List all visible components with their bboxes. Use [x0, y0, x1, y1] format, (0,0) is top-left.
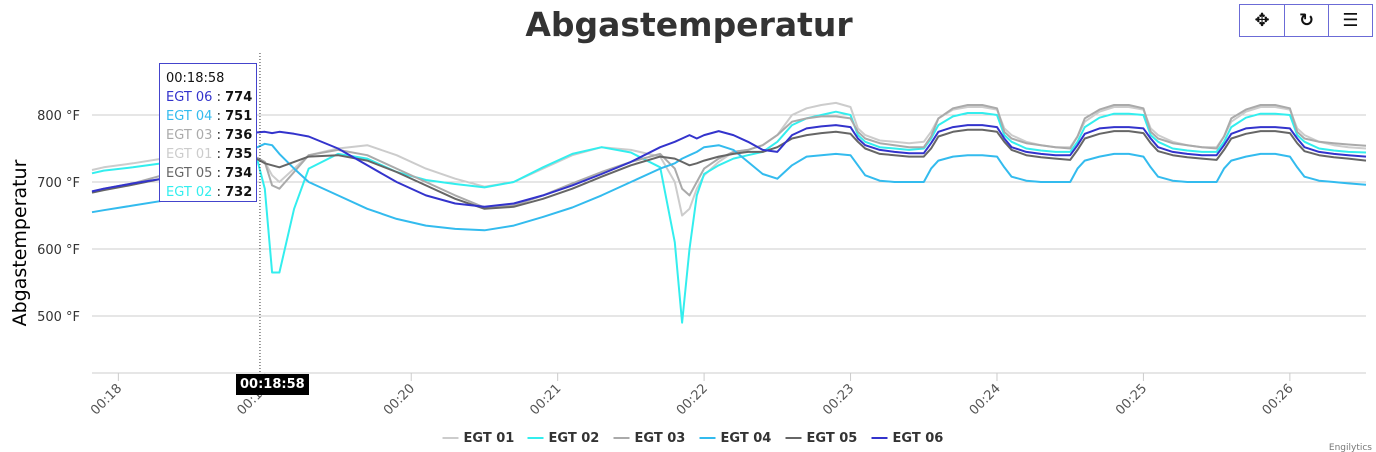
tooltip-row: EGT 04 : 751	[166, 107, 256, 126]
x-tick-label: 00:23	[820, 381, 857, 418]
series-line[interactable]	[91, 124, 1367, 208]
menu-button[interactable]: ☰	[1328, 5, 1372, 36]
legend-item[interactable]: EGT 01	[442, 431, 515, 446]
chart-toolbar: ✥ ↻ ☰	[1239, 4, 1373, 37]
hamburger-menu-icon: ☰	[1342, 10, 1359, 31]
tooltip-row: EGT 03 : 736	[166, 126, 256, 145]
tooltip-series-name: EGT 05	[166, 166, 213, 181]
tooltip-separator: :	[212, 109, 226, 124]
x-tick-label: 00:25	[1113, 381, 1150, 418]
legend-label: EGT 02	[549, 431, 600, 446]
y-tick-label: 800 °F	[37, 109, 80, 124]
x-tick-label: 00:20	[381, 381, 418, 418]
reset-zoom-button[interactable]: ↻	[1284, 5, 1328, 36]
legend-label: EGT 01	[464, 431, 515, 446]
rotate-icon: ↻	[1298, 10, 1315, 31]
legend-item[interactable]: EGT 06	[871, 431, 944, 446]
series-lines[interactable]	[91, 101, 1367, 324]
series-line[interactable]	[91, 142, 1367, 232]
tooltip-series-name: EGT 02	[166, 185, 213, 200]
tooltip: 00:18:58 EGT 06 : 774 EGT 04 : 751 EGT 03 …	[159, 63, 257, 202]
x-tick-label: 00:21	[527, 381, 564, 418]
legend[interactable]: EGT 01 EGT 02 EGT 03 EGT 04 EGT 05 EGT 06	[442, 431, 944, 446]
series-line[interactable]	[91, 101, 1367, 217]
credits[interactable]: Engilytics	[1329, 443, 1372, 452]
tooltip-series-name: EGT 06	[166, 90, 213, 105]
tooltip-row: EGT 06 : 774	[166, 88, 256, 107]
y-axis-ticks: 500 °F 600 °F 700 °F 800 °F	[37, 109, 80, 325]
legend-label: EGT 03	[635, 431, 686, 446]
legend-item[interactable]: EGT 05	[785, 431, 858, 446]
tooltip-value: 774	[225, 90, 253, 105]
tooltip-separator: :	[212, 147, 226, 162]
tooltip-value: 751	[225, 109, 253, 124]
y-tick-label: 600 °F	[37, 243, 80, 258]
tooltip-value: 734	[225, 166, 253, 181]
y-axis-title: Abgastemperatur	[9, 159, 31, 326]
tooltip-series-name: EGT 04	[166, 109, 213, 124]
legend-item[interactable]: EGT 02	[527, 431, 600, 446]
tooltip-separator: :	[212, 90, 226, 105]
tooltip-separator: :	[212, 166, 226, 181]
legend-label: EGT 04	[721, 431, 772, 446]
legend-label: EGT 05	[807, 431, 858, 446]
crosshair-time-label: 00:18:58	[236, 374, 309, 395]
tooltip-value: 732	[225, 185, 253, 200]
pan-button[interactable]: ✥	[1240, 5, 1284, 36]
tooltip-separator: :	[212, 185, 226, 200]
x-tick-label: 00:24	[967, 381, 1004, 418]
tooltip-series-name: EGT 03	[166, 128, 213, 143]
tooltip-time: 00:18:58	[166, 71, 225, 86]
tooltip-value: 735	[225, 147, 253, 162]
y-tick-label: 500 °F	[37, 310, 80, 325]
legend-item[interactable]: EGT 04	[699, 431, 772, 446]
x-tick-label: 00:18	[88, 381, 125, 418]
series-line[interactable]	[91, 104, 1367, 209]
tooltip-rows: EGT 06 : 774 EGT 04 : 751 EGT 03 : 736 EGT …	[166, 88, 256, 202]
tooltip-row: EGT 05 : 734	[166, 164, 256, 183]
legend-item[interactable]: EGT 03	[613, 431, 686, 446]
tooltip-separator: :	[212, 128, 226, 143]
legend-label: EGT 06	[893, 431, 944, 446]
x-tick-label: 00:26	[1260, 381, 1297, 418]
x-tick-label: 00:22	[674, 381, 711, 418]
tooltip-value: 736	[225, 128, 253, 143]
tooltip-row: EGT 02 : 732	[166, 183, 256, 202]
tooltip-series-name: EGT 01	[166, 147, 213, 162]
tooltip-row: EGT 01 : 735	[166, 145, 256, 164]
move-icon: ✥	[1254, 10, 1270, 31]
y-tick-label: 700 °F	[37, 176, 80, 191]
gridlines	[92, 114, 1366, 374]
chart-title: Abgastemperatur	[525, 5, 853, 44]
